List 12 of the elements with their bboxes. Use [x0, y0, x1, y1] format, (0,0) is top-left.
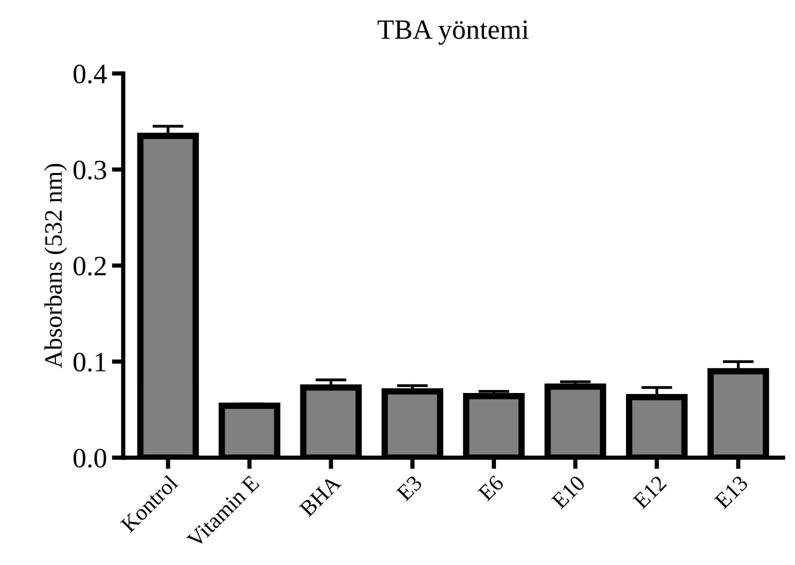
y-tick-label: 0.4	[74, 64, 107, 84]
x-tick-label: E12	[632, 474, 667, 510]
y-tick-label: 0.0	[74, 448, 106, 468]
y-tick-label: 0.2	[74, 256, 106, 276]
x-tick-label: E6	[477, 474, 504, 502]
chart-title: TBA yöntemi	[378, 20, 529, 45]
x-tick-label: E3	[396, 474, 423, 502]
y-axis-title: Absorbans (532 nm)	[44, 164, 67, 368]
x-tick-label: E10	[550, 474, 586, 510]
x-tick-label: E13	[714, 474, 749, 510]
y-tick-label: 0.3	[74, 160, 106, 180]
y-tick-label: 0.1	[74, 352, 106, 372]
